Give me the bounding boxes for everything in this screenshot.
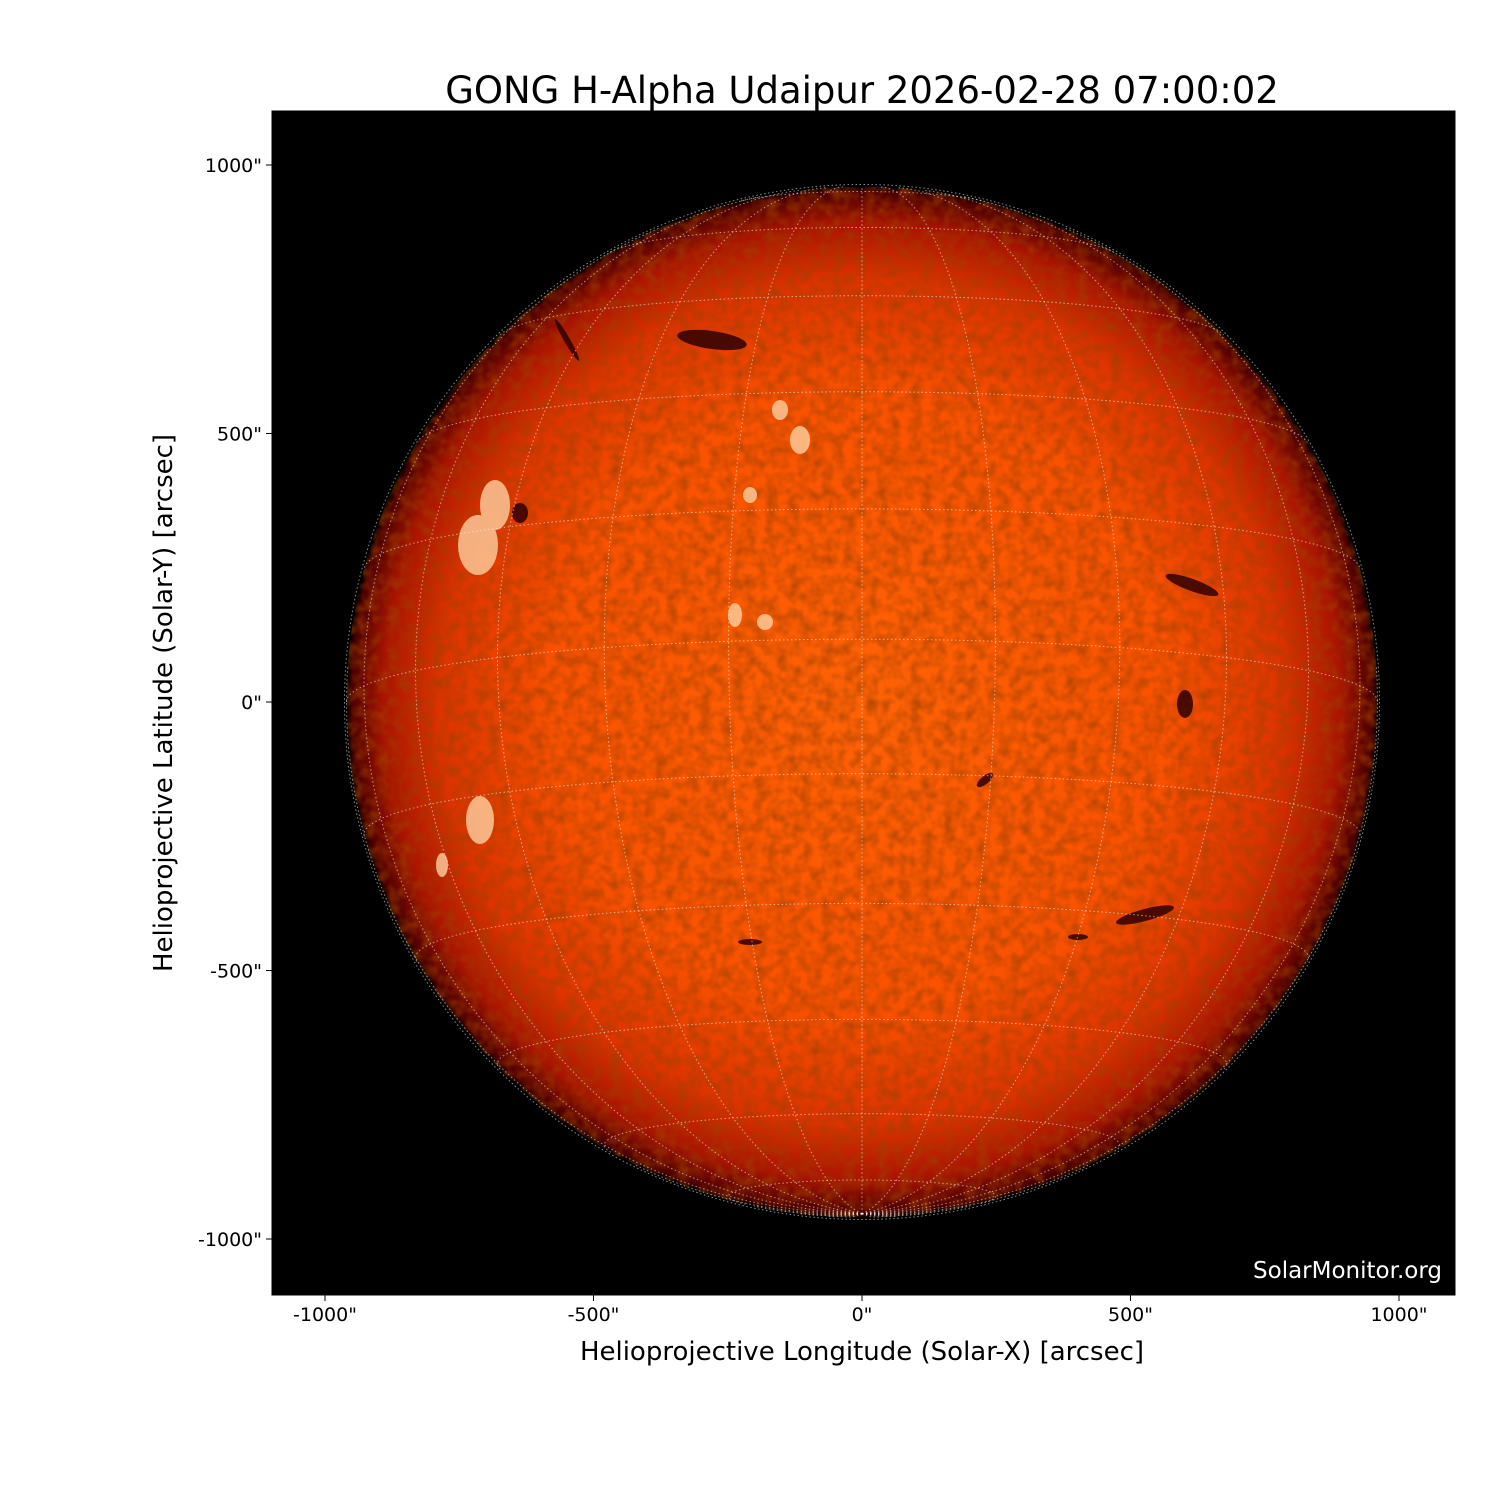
grid-meridian (861, 187, 1121, 1215)
grid-meridian (845, 1213, 863, 1218)
grid-meridian (414, 195, 863, 1215)
grid-meridian (861, 666, 1379, 1215)
grid-parallel (603, 1113, 1121, 1153)
x-tick-label: -500" (568, 1304, 620, 1326)
axes-frame (271, 110, 1456, 1296)
grid-parallel (363, 773, 1361, 837)
y-tick-label: 0" (241, 692, 262, 714)
x-axis-label: Helioprojective Longitude (Solar-X) [arc… (580, 1337, 1144, 1367)
grid-meridian (798, 1213, 863, 1217)
grid-meridian (861, 227, 1361, 1215)
y-tick-label: 500" (217, 424, 262, 446)
x-tick-label: -1000" (293, 1304, 357, 1326)
heliographic-grid (343, 183, 1381, 1221)
grid-parallel (740, 191, 984, 202)
y-tick-label: 1000" (205, 155, 262, 177)
x-tick-label: 0" (852, 1304, 873, 1326)
grid-meridian (861, 1213, 926, 1217)
chart-title: GONG H-Alpha Udaipur 2026-02-28 07:00:02 (445, 69, 1279, 112)
grid-parallel (363, 508, 1361, 568)
y-axis-label: Helioprojective Latitude (Solar-Y) [arcs… (149, 434, 179, 972)
grid-parallel (414, 902, 1310, 962)
y-tick-label: -500" (210, 961, 262, 983)
x-tick-label: 1000" (1370, 1304, 1427, 1326)
x-tick-label: 500" (1108, 1304, 1153, 1326)
grid-meridian (363, 227, 863, 1215)
grid-meridian (861, 195, 1310, 1215)
grid-meridian (635, 1164, 863, 1215)
watermark: SolarMonitor.org (1253, 1258, 1442, 1284)
y-tick-label: -1000" (198, 1229, 262, 1251)
grid-meridian (861, 1164, 1089, 1215)
limb-outline (343, 183, 1381, 1221)
grid-meridian (345, 666, 863, 1215)
grid-parallel (728, 1179, 996, 1205)
grid-meridian (861, 1213, 879, 1218)
grid-meridian (603, 187, 863, 1215)
grid-parallel (416, 391, 1308, 443)
